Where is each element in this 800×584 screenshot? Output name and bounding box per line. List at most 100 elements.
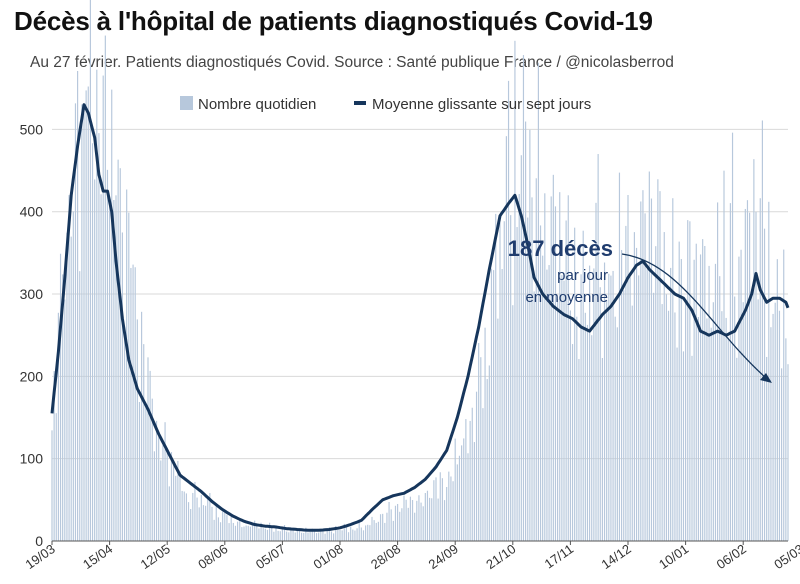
daily-bar [431, 498, 433, 541]
daily-bar [443, 500, 446, 541]
daily-bar [194, 481, 196, 541]
daily-bar [563, 280, 565, 541]
daily-bar [601, 357, 603, 541]
daily-bar [437, 498, 439, 541]
daily-bar [262, 528, 264, 541]
daily-bar [456, 464, 458, 541]
daily-bar [446, 487, 448, 541]
daily-bar [757, 299, 759, 541]
daily-bar [484, 327, 486, 541]
daily-bar [599, 287, 601, 541]
annotation-line3: en moyenne [525, 289, 608, 306]
daily-bar [452, 481, 454, 541]
daily-bar [695, 243, 697, 541]
daily-bar [759, 198, 761, 541]
daily-bar [232, 522, 234, 541]
daily-bar [416, 500, 418, 541]
daily-bar [113, 200, 115, 541]
daily-bar [480, 357, 482, 541]
daily-bar [689, 221, 691, 541]
daily-bar [153, 451, 155, 541]
daily-bar [55, 413, 57, 541]
daily-bar [606, 300, 608, 541]
daily-bar [738, 256, 740, 541]
daily-bar [522, 55, 525, 541]
daily-bar [706, 318, 708, 541]
daily-bar [488, 365, 490, 541]
daily-bar [341, 530, 343, 541]
daily-bar [665, 294, 667, 541]
daily-bar [62, 274, 64, 541]
daily-bar [339, 529, 341, 541]
daily-bar [640, 201, 642, 541]
daily-bar [429, 497, 431, 541]
daily-bar [603, 262, 606, 541]
daily-bar [569, 310, 571, 541]
daily-bar [273, 531, 275, 541]
daily-bar [160, 460, 162, 541]
daily-bar [392, 520, 394, 541]
daily-bar [565, 220, 567, 542]
daily-bar [247, 525, 249, 541]
daily-bar [535, 178, 537, 541]
daily-bar [217, 517, 219, 541]
daily-bar [499, 222, 501, 542]
daily-bar [578, 358, 580, 541]
daily-bar [710, 327, 712, 541]
daily-bar [305, 527, 307, 541]
daily-bar [704, 246, 706, 541]
daily-bar [379, 514, 382, 541]
daily-bar [702, 239, 704, 541]
daily-bar [608, 273, 610, 541]
daily-bar [420, 502, 422, 541]
daily-bar [224, 511, 226, 541]
daily-bar [629, 277, 631, 541]
x-axis: 19/03 15/04 12/05 08/06 05/07 01/08 28/08 24/09… [22, 540, 800, 572]
daily-bar [320, 530, 322, 541]
daily-bar [298, 528, 301, 541]
daily-bar [292, 529, 294, 541]
daily-bar [283, 524, 286, 541]
legend-swatch-daily [180, 96, 193, 110]
daily-bar [642, 190, 644, 542]
y-tick-label: 300 [20, 286, 44, 302]
daily-bar [633, 232, 635, 541]
daily-bar [222, 511, 224, 541]
daily-bar [260, 522, 262, 541]
daily-bar [106, 169, 109, 541]
daily-bar [571, 344, 574, 541]
y-tick-label: 0 [35, 533, 43, 549]
daily-bar [554, 206, 557, 541]
daily-bar [527, 217, 529, 541]
daily-bar [674, 312, 676, 541]
daily-bar [403, 495, 405, 541]
daily-bar [373, 520, 375, 541]
daily-bar [111, 89, 113, 541]
daily-bar [763, 228, 766, 542]
daily-bar [409, 496, 411, 541]
daily-bar [655, 246, 657, 541]
daily-bar [121, 232, 123, 541]
daily-bar [584, 312, 586, 541]
daily-bar [586, 324, 589, 541]
x-tick-label: 24/09 [426, 541, 461, 572]
daily-bar [659, 191, 661, 542]
daily-bar [544, 193, 546, 541]
daily-bar [717, 202, 719, 541]
daily-bar [179, 471, 181, 541]
daily-bar [531, 197, 533, 541]
daily-bar [591, 335, 593, 541]
daily-bar [490, 268, 493, 541]
daily-bar [467, 453, 469, 541]
daily-bar [209, 493, 211, 541]
daily-bar [119, 168, 121, 541]
x-tick-label: 14/12 [598, 541, 633, 572]
daily-bar [525, 121, 527, 541]
x-tick-label: 06/02 [714, 541, 749, 572]
daily-bar [646, 269, 648, 541]
daily-bar [742, 302, 744, 541]
daily-bar [621, 249, 623, 541]
daily-bar [198, 507, 200, 541]
daily-bar [254, 520, 256, 541]
daily-bar [781, 368, 783, 541]
